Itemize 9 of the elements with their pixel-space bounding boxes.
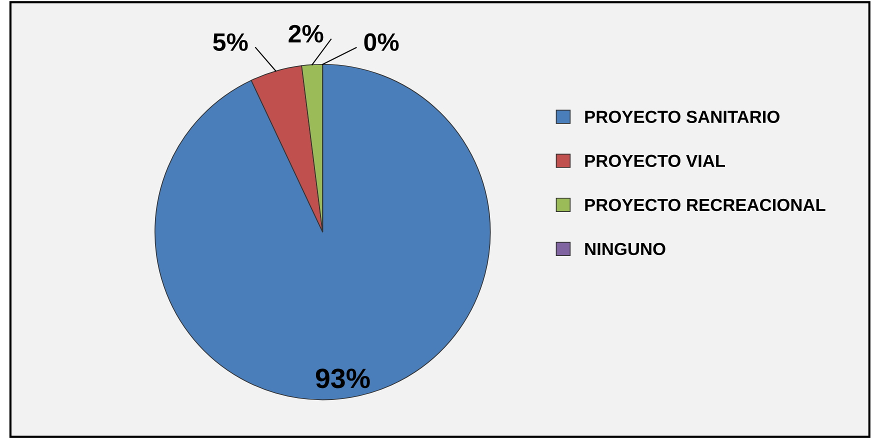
legend-label: PROYECTO SANITARIO (585, 110, 780, 124)
data-label: 93% (316, 368, 370, 388)
legend-label: PROYECTO RECREACIONAL (585, 198, 826, 212)
legend-label: NINGUNO (585, 242, 666, 256)
legend-label: PROYECTO VIAL (585, 154, 726, 168)
pie-slice (154, 64, 491, 400)
text: 0% (364, 33, 399, 51)
data-label: 2% (288, 24, 324, 43)
data-label: 5% (213, 33, 248, 51)
